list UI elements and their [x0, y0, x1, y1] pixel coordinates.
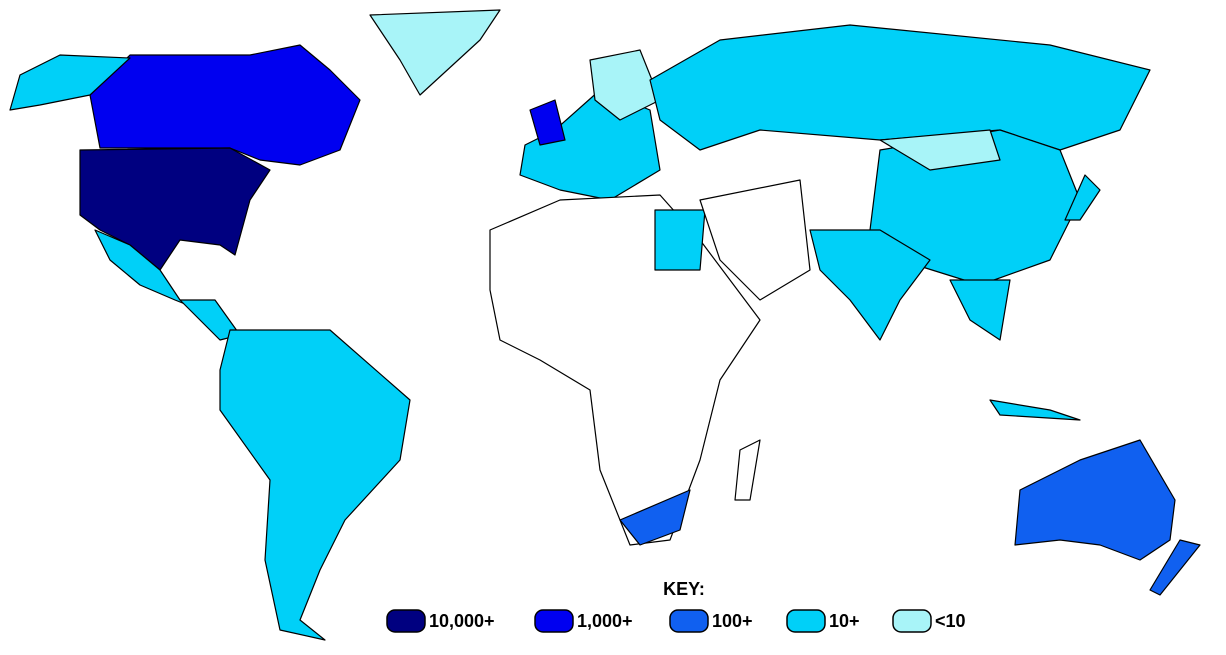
south-america — [219, 329, 411, 641]
legend-label: 10,000+ — [429, 611, 495, 631]
alaska — [9, 54, 131, 111]
legend-label: 100+ — [712, 611, 753, 631]
usa — [79, 147, 271, 271]
india — [809, 229, 931, 341]
uk — [529, 99, 566, 146]
countries — [9, 9, 1201, 641]
legend-swatch — [786, 609, 826, 633]
south-africa — [619, 489, 691, 546]
mongolia — [879, 129, 1001, 171]
middle-east — [699, 179, 811, 301]
southeast-asia — [949, 279, 1011, 341]
russia — [649, 24, 1151, 151]
scandinavia — [589, 49, 661, 121]
australia — [1014, 439, 1176, 561]
legend-label: <10 — [935, 611, 966, 631]
legend-swatch — [892, 609, 932, 633]
new-zealand — [1149, 539, 1201, 596]
legend-label: 1,000+ — [577, 611, 633, 631]
indonesia — [989, 399, 1081, 421]
legend-swatch — [386, 609, 426, 633]
legend: 10,000+ 1,000+ 100+ 10+ <10 — [386, 609, 966, 633]
canada — [89, 44, 361, 166]
legend-swatch — [669, 609, 709, 633]
egypt — [654, 209, 706, 271]
madagascar — [734, 439, 761, 501]
legend-swatch — [534, 609, 574, 633]
japan — [1064, 174, 1101, 221]
greenland — [369, 9, 501, 96]
key-title: KEY: — [663, 579, 705, 599]
legend-label: 10+ — [829, 611, 860, 631]
